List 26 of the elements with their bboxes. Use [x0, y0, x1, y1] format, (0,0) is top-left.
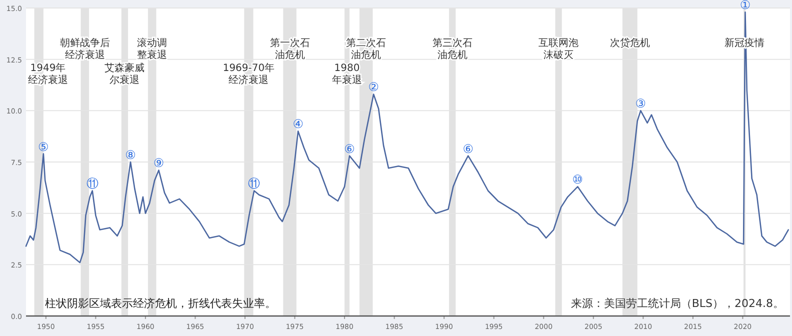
annotation: ⑩ — [572, 172, 584, 187]
band-label: 第三次石油危机 — [432, 38, 472, 61]
band-label: 互联网泡沫破灭 — [538, 38, 579, 61]
band-label: 1980年衰退 — [332, 63, 362, 86]
annotation: ⑧ — [125, 148, 136, 162]
line-series — [25, 11, 789, 264]
band-label: 1949年经济衰退 — [28, 63, 68, 86]
annotation: ⑪ — [86, 176, 98, 191]
annotation: ① — [740, 0, 751, 12]
annotation: ② — [368, 80, 379, 94]
band-label: 第一次石油危机 — [270, 38, 310, 61]
annotation: ⑤ — [38, 140, 49, 154]
annotation: ③ — [635, 96, 646, 111]
band-label: 次贷危机 — [610, 38, 650, 49]
band-label: 第二次石油危机 — [346, 38, 386, 61]
band-label: 滚动调整衰退 — [137, 38, 168, 61]
annotation: 来源：美国劳工统计局（BLS），2024.8。 — [570, 297, 784, 310]
band-label: 朝鲜战争后经济衰退 — [60, 38, 110, 61]
annotation: ⑥ — [344, 142, 355, 156]
annotation: ⑪ — [248, 176, 260, 191]
annotation: ④ — [292, 117, 304, 132]
annotation: ⑨ — [153, 156, 164, 170]
annotation: 柱状阴影区域表示经济危机，折线代表失业率。 — [45, 297, 276, 310]
band-label: 艾森豪威尔衰退 — [104, 63, 145, 86]
band-label: 1969-70年经济衰退 — [222, 63, 275, 86]
annotation: ⑥ — [462, 142, 474, 156]
